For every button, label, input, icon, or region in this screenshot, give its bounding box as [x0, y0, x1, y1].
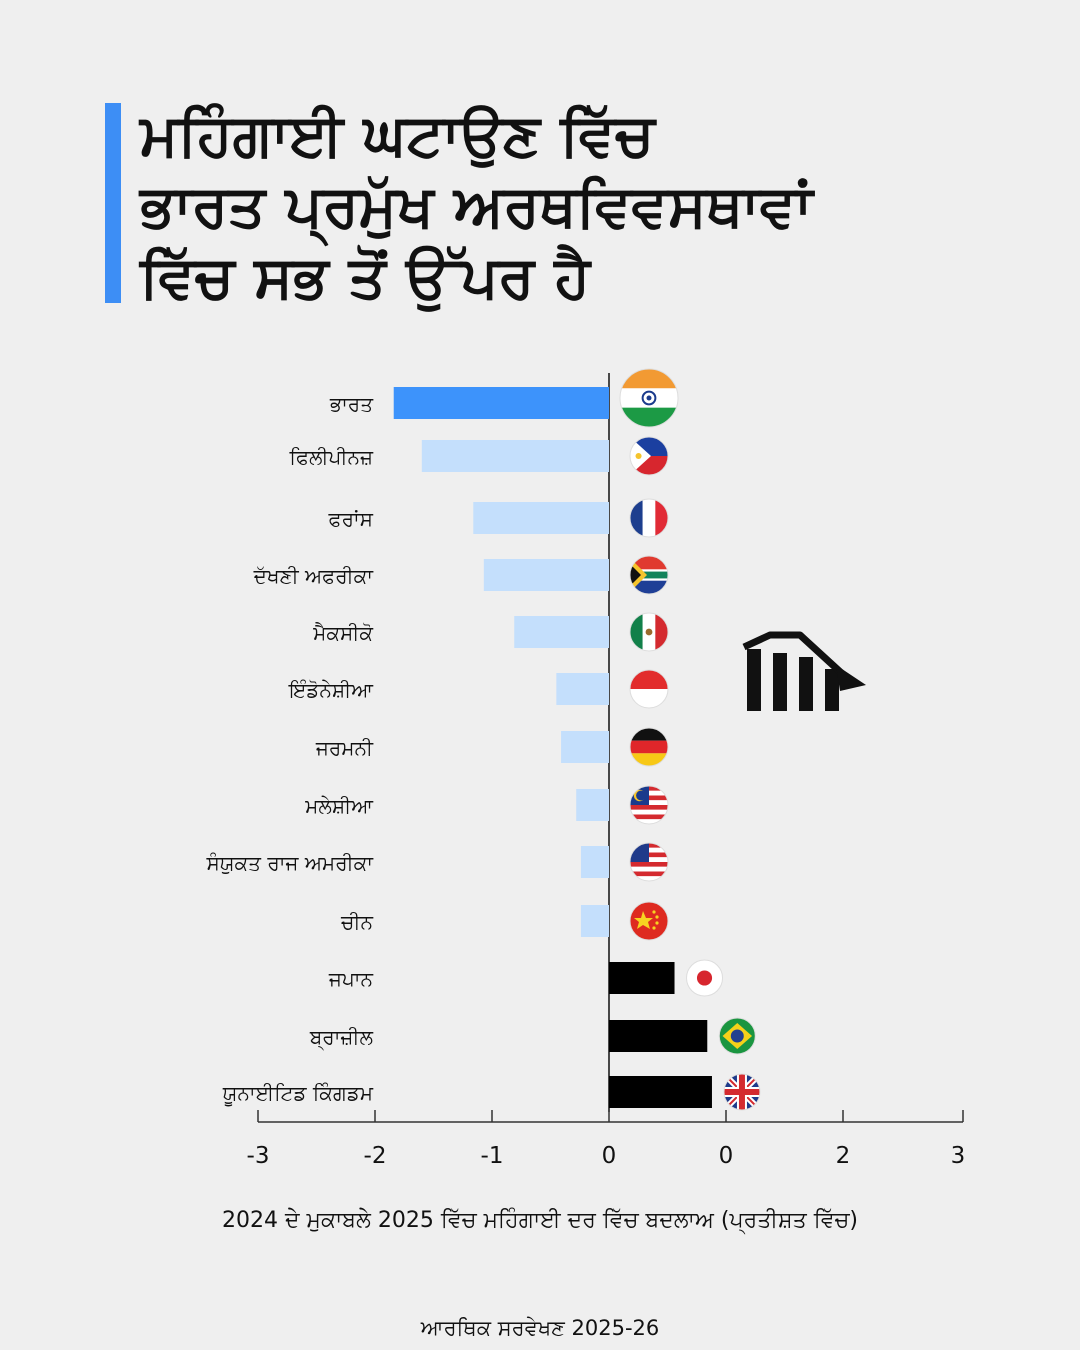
bar: [561, 731, 609, 763]
malaysia-flag-icon: [629, 785, 669, 825]
title-line: ਮਹਿੰਗਾਈ ਘਟਾਉਣ ਵਿੱਚ: [140, 101, 655, 169]
chart-down-trend-icon: [742, 631, 866, 711]
bar: [580, 905, 609, 937]
x-axis-label: 2024 ਦੇ ਮੁਕਾਬਲੇ 2025 ਵਿੱਚ ਮਹਿੰਗਾਈ ਦਰ ਵਿੱ…: [222, 1208, 858, 1233]
category-label: ਫਰਾਂਸ: [328, 507, 374, 531]
category-label: ਮਲੇਸ਼ੀਆ: [304, 794, 374, 818]
category-label: ਦੱਖਣੀ ਅਫਰੀਕਾ: [253, 564, 375, 588]
bar: [580, 846, 609, 878]
category-label: ਇੰਡੋਨੇਸ਼ੀਆ: [288, 678, 374, 702]
category-label: ਬ੍ਰਾਜ਼ੀਲ: [309, 1025, 374, 1051]
category-label: ਸੰਯੁਕਤ ਰਾਜ ਅਮਰੀਕਾ: [206, 851, 375, 875]
page-title: ਮਹਿੰਗਾਈ ਘਟਾਉਣ ਵਿੱਚ ਭਾਰਤ ਪ੍ਰਮੁੱਖ ਅਰਥਵਿਵਸਥ…: [140, 100, 960, 313]
usa-flag-icon: [629, 842, 669, 882]
category-label: ਮੈਕਸੀਕੋ: [312, 621, 373, 645]
bar: [609, 962, 675, 994]
germany-flag-icon: [629, 727, 669, 767]
category-label: ਭਾਰਤ: [329, 392, 374, 416]
india-flag-icon: [619, 368, 679, 428]
bar: [421, 440, 609, 472]
x-tick-label: -1: [481, 1143, 504, 1169]
bar: [514, 616, 609, 648]
x-tick-label: 2: [836, 1143, 851, 1169]
bar: [576, 789, 609, 821]
mexico-flag-icon: [629, 612, 669, 652]
bar: [556, 673, 609, 705]
japan-flag-icon: [686, 959, 724, 997]
title-line: ਭਾਰਤ ਪ੍ਰਮੁੱਖ ਅਰਥਵਿਵਸਥਾਵਾਂ: [140, 172, 813, 240]
x-tick-label: 0: [719, 1143, 734, 1169]
brazil-flag-icon: [718, 1017, 756, 1055]
title-accent-bar: [105, 103, 121, 303]
x-tick-label: 3: [951, 1143, 966, 1169]
category-label: ਫਿਲੀਪੀਨਜ਼: [289, 445, 374, 469]
x-tick-label: -3: [247, 1143, 270, 1169]
indonesia-flag-icon: [629, 669, 669, 709]
title-line: ਵਿੱਚ ਸਭ ਤੋਂ ਉੱਪਰ ਹੈ: [140, 243, 591, 311]
x-tick-label: -2: [364, 1143, 387, 1169]
bar: [609, 1076, 712, 1108]
france-flag-icon: [629, 498, 669, 538]
philippines-flag-icon: [629, 436, 669, 476]
bar: [393, 387, 609, 419]
bar: [483, 559, 609, 591]
bar: [609, 1020, 708, 1052]
source-note: ਆਰਥਿਕ ਸਰਵੇਖਣ 2025-26: [420, 1316, 660, 1340]
x-tick-label: 0: [602, 1143, 617, 1169]
category-label: ਜਰਮਨੀ: [315, 736, 374, 760]
category-label: ਜਪਾਨ: [328, 967, 374, 991]
south-africa-flag-icon: [629, 555, 669, 595]
category-label: ਯੂਨਾਈਟਿਡ ਕਿੰਗਡਮ: [222, 1081, 374, 1107]
category-label: ਚੀਨ: [340, 910, 373, 934]
china-flag-icon: [629, 901, 669, 941]
bar: [473, 502, 609, 534]
uk-flag-icon: [723, 1073, 761, 1111]
